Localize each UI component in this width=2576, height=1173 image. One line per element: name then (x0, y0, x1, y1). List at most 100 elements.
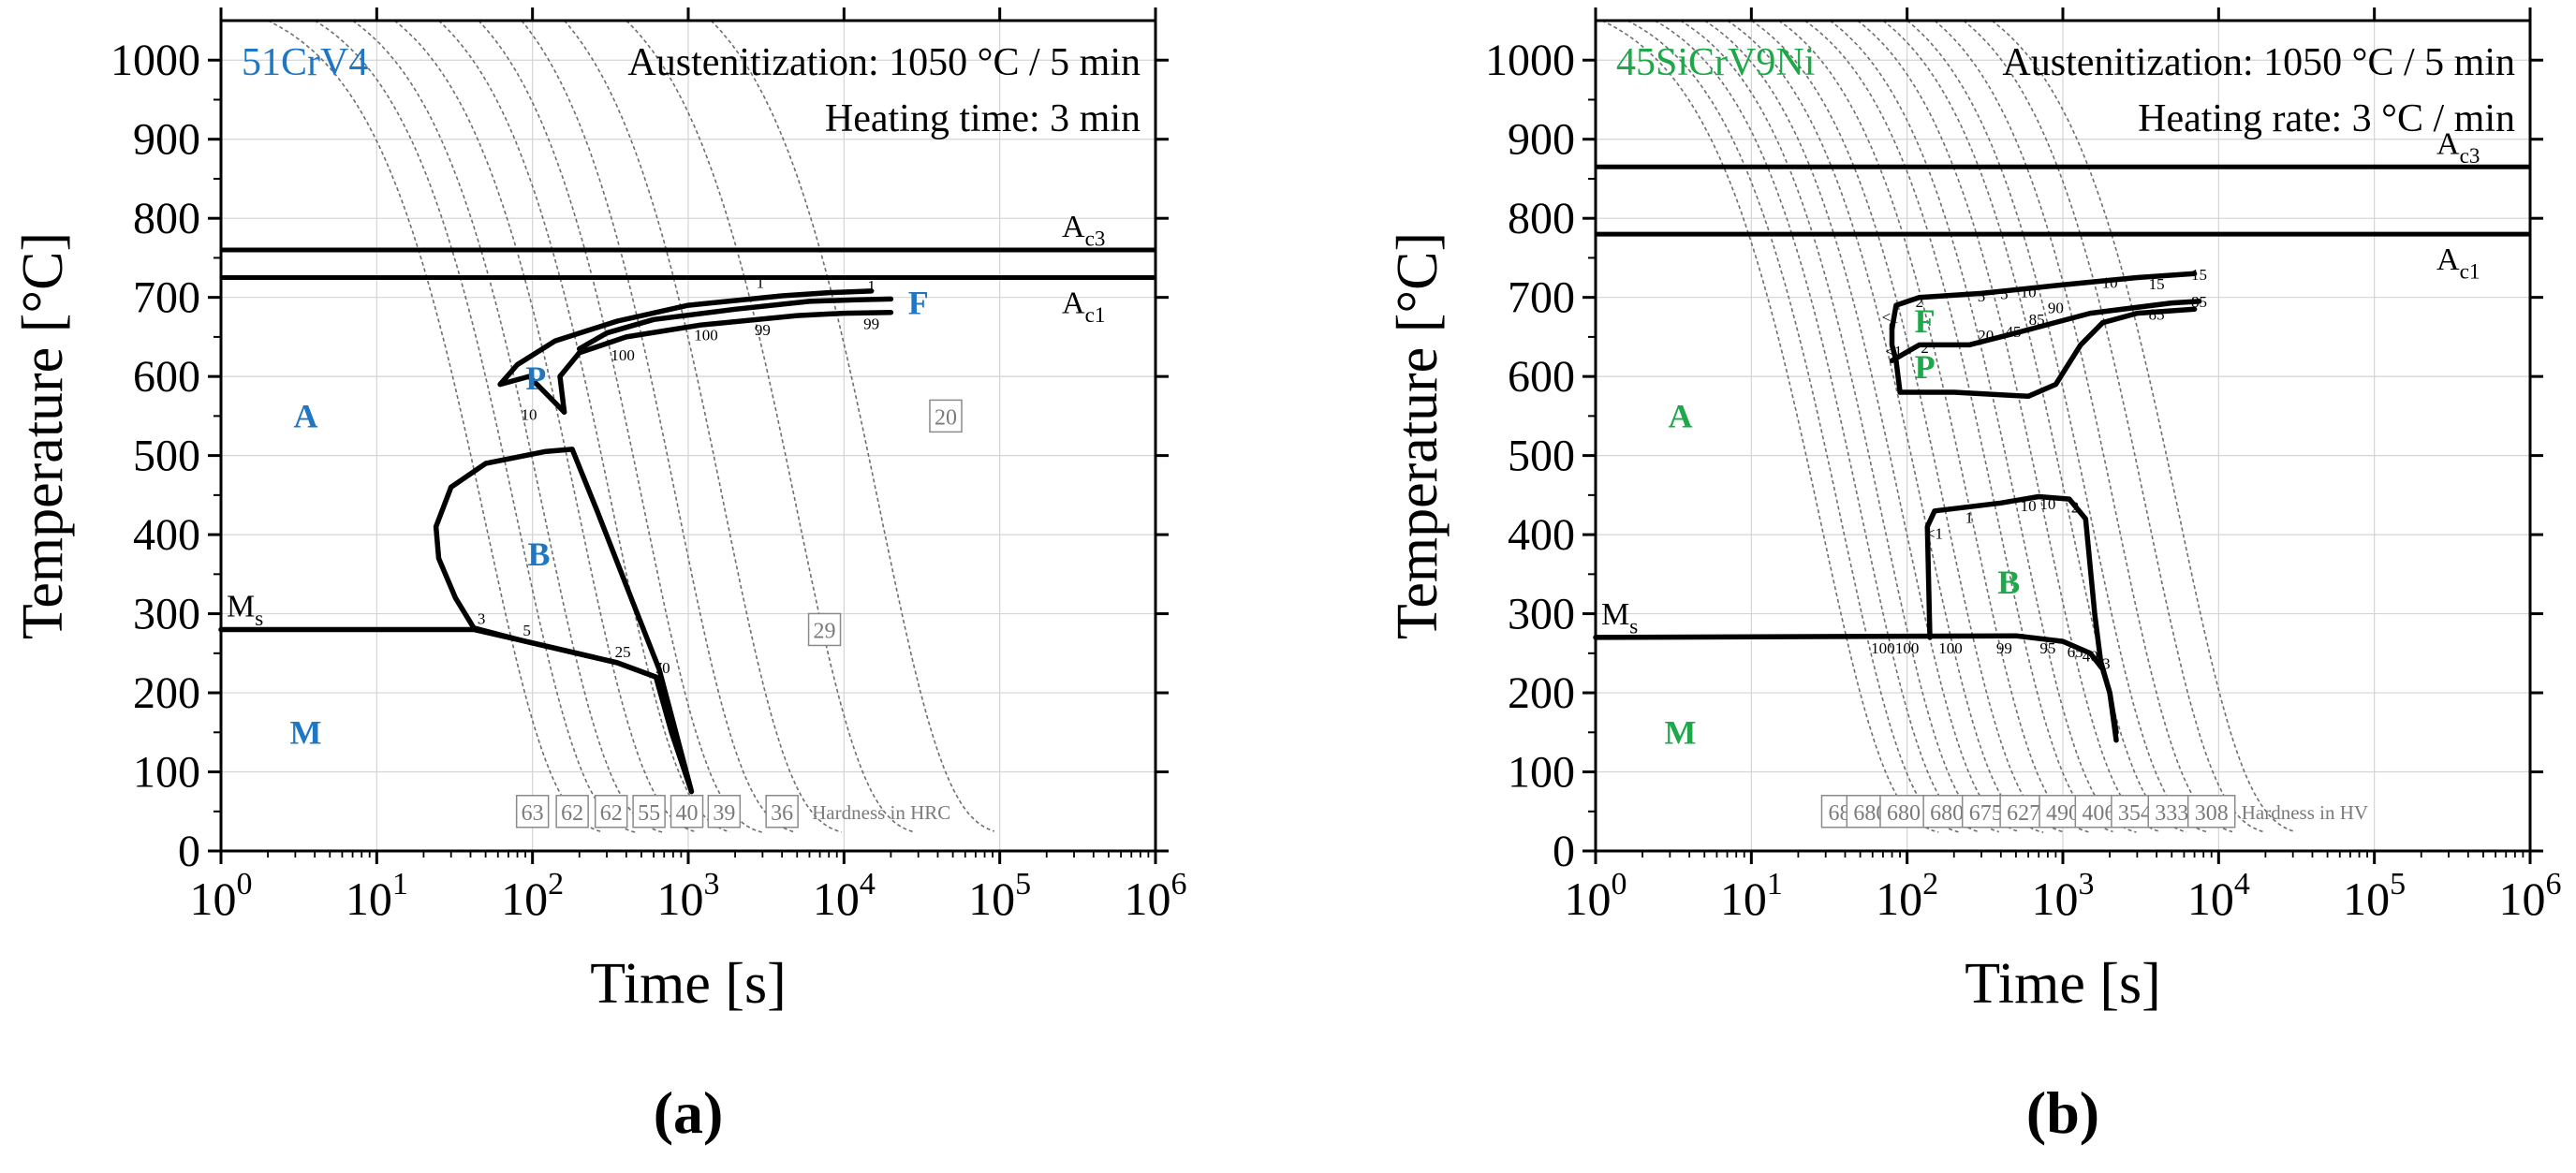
x-tick-label: 101 (1720, 867, 1783, 925)
x-tick-base: 10 (1720, 872, 1767, 925)
ms-label-sub: s (255, 607, 263, 631)
critical-label-ac3-sub: c3 (2460, 144, 2480, 169)
info-line: Austenitization: 1050 °C / 5 min (2002, 41, 2515, 84)
curve-annotation: 100 (694, 326, 718, 344)
hardness-value: 39 (713, 801, 735, 826)
grid (221, 21, 1156, 851)
curve-annotation: 99 (755, 321, 771, 339)
hardness-value: 406 (2082, 801, 2115, 826)
hardness-boxes: 63 62 62 55 40 39 36 29 20 (515, 399, 963, 828)
x-tick-label: 106 (1125, 867, 1187, 925)
panel-label: (b) (2026, 1079, 2099, 1146)
curve-annotation: 3 (478, 610, 486, 628)
region-bainite (1924, 493, 2119, 736)
x-tick-base: 10 (501, 872, 548, 925)
critical-label-ac1-main: A (2436, 242, 2460, 277)
hardness-box (1879, 795, 1928, 828)
y-tick-label: 200 (133, 668, 200, 718)
curve-annotation: 85 (2191, 293, 2207, 311)
hardness-unit-label: Hardness in HV (2242, 801, 2368, 824)
hardness-box (555, 795, 589, 828)
hardness-value: 333 (2155, 801, 2188, 826)
y-tick-label: 800 (1508, 194, 1575, 243)
curve-annotation: 100 (1895, 639, 1920, 657)
x-tick-exp: 3 (704, 867, 720, 902)
y-tick-label: 600 (133, 352, 200, 402)
curve-annotation: 10 (2021, 284, 2037, 301)
curve-annotation: 2 (1916, 293, 1924, 311)
critical-label-ac1: Ac1 (2436, 242, 2480, 285)
y-tick-label: 0 (1553, 827, 1575, 876)
critical-label-ac1: Ac1 (1062, 286, 1105, 329)
x-tick-label: 104 (2187, 867, 2250, 925)
cooling-curve (1906, 21, 2208, 833)
y-tick-label: 300 (133, 590, 200, 639)
x-tick-exp: 0 (1612, 867, 1627, 902)
hardness-value: 675 (1969, 801, 2003, 826)
critical-label-ac3-main: A (1062, 210, 1085, 244)
curve-annotation: 3 (2102, 655, 2111, 673)
ms-label-main: M (227, 589, 255, 623)
region-ferrite-pearlite-start (497, 288, 875, 415)
hardness-value: 62 (561, 801, 583, 826)
x-axis-label: Time [s] (1965, 952, 2161, 1016)
x-tick-exp: 6 (2546, 867, 2562, 902)
phase-label-b: B (1997, 564, 2020, 601)
curve-annotation: 99 (863, 315, 879, 332)
cooling-curve (352, 21, 665, 834)
info-line: Heating time: 3 min (825, 97, 1141, 140)
curve-annotation: 100 (611, 346, 635, 364)
curve-annotation: 99 (1996, 639, 2012, 657)
x-tick-exp: 4 (860, 867, 876, 902)
cooling-curve (1654, 21, 1979, 832)
curve-annotation: <1 (1885, 343, 1902, 360)
y-tick-label: 500 (133, 432, 200, 481)
region-pearlite-finish (1889, 306, 2198, 400)
x-tick-base: 10 (2032, 872, 2079, 925)
x-tick-base: 10 (2187, 872, 2234, 925)
x-tick-exp: 3 (2079, 867, 2095, 902)
hardness-value: 36 (771, 801, 793, 826)
x-tick-base: 10 (1565, 872, 1612, 925)
x-tick-base: 10 (968, 872, 1015, 925)
critical-label-ac3-main: A (2436, 126, 2460, 161)
curve-annotation: 5 (2000, 285, 2009, 302)
curve-annotation: 15 (2191, 266, 2207, 284)
hardness-box (594, 795, 628, 828)
region-ms-line (1593, 633, 2119, 743)
curve-annotation: 10 (2102, 274, 2118, 292)
cooling-curves (1601, 21, 2295, 834)
curve-annotation: 5 (523, 622, 531, 639)
x-tick-base: 10 (2499, 872, 2546, 925)
hardness-value: 490 (2046, 801, 2080, 826)
cooling-curve (1934, 21, 2233, 833)
region-ferrite-pearlite-boundary (1889, 299, 2202, 363)
y-tick-label: 600 (1508, 352, 1575, 402)
transformation-regions (1593, 271, 2202, 743)
x-tick-label: 100 (1565, 867, 1627, 925)
curve-annotation: 85 (2029, 311, 2045, 329)
phase-label-m: M (1665, 713, 1697, 751)
x-tick-exp: 2 (1922, 867, 1938, 902)
curve-annotation: 65 (2068, 643, 2083, 661)
cooling-curve (1601, 21, 1939, 833)
info-line: Austenitization: 1050 °C / 5 min (627, 41, 1141, 84)
cooling-curve (1750, 21, 2064, 833)
x-tick-label: 105 (2343, 867, 2406, 925)
curve-annotation: 45 (2005, 323, 2021, 341)
hardness-box (515, 795, 550, 828)
critical-label-ac3: Ac3 (1062, 210, 1105, 252)
steel-name: 45SiCrV9Ni (1616, 41, 1815, 84)
hardness-value: 40 (676, 801, 699, 826)
critical-label-ac3-sub: c3 (1085, 227, 1106, 252)
y-tick-label: 400 (1508, 510, 1575, 560)
transformation-regions (218, 288, 894, 795)
x-tick-exp: 1 (392, 867, 408, 902)
x-tick-exp: 1 (1767, 867, 1783, 902)
x-tick-label: 100 (190, 867, 253, 925)
curve-annotation: 5 (1978, 287, 1986, 305)
hardness-value: 55 (638, 801, 660, 826)
critical-label-ac1-sub: c1 (2460, 260, 2480, 285)
